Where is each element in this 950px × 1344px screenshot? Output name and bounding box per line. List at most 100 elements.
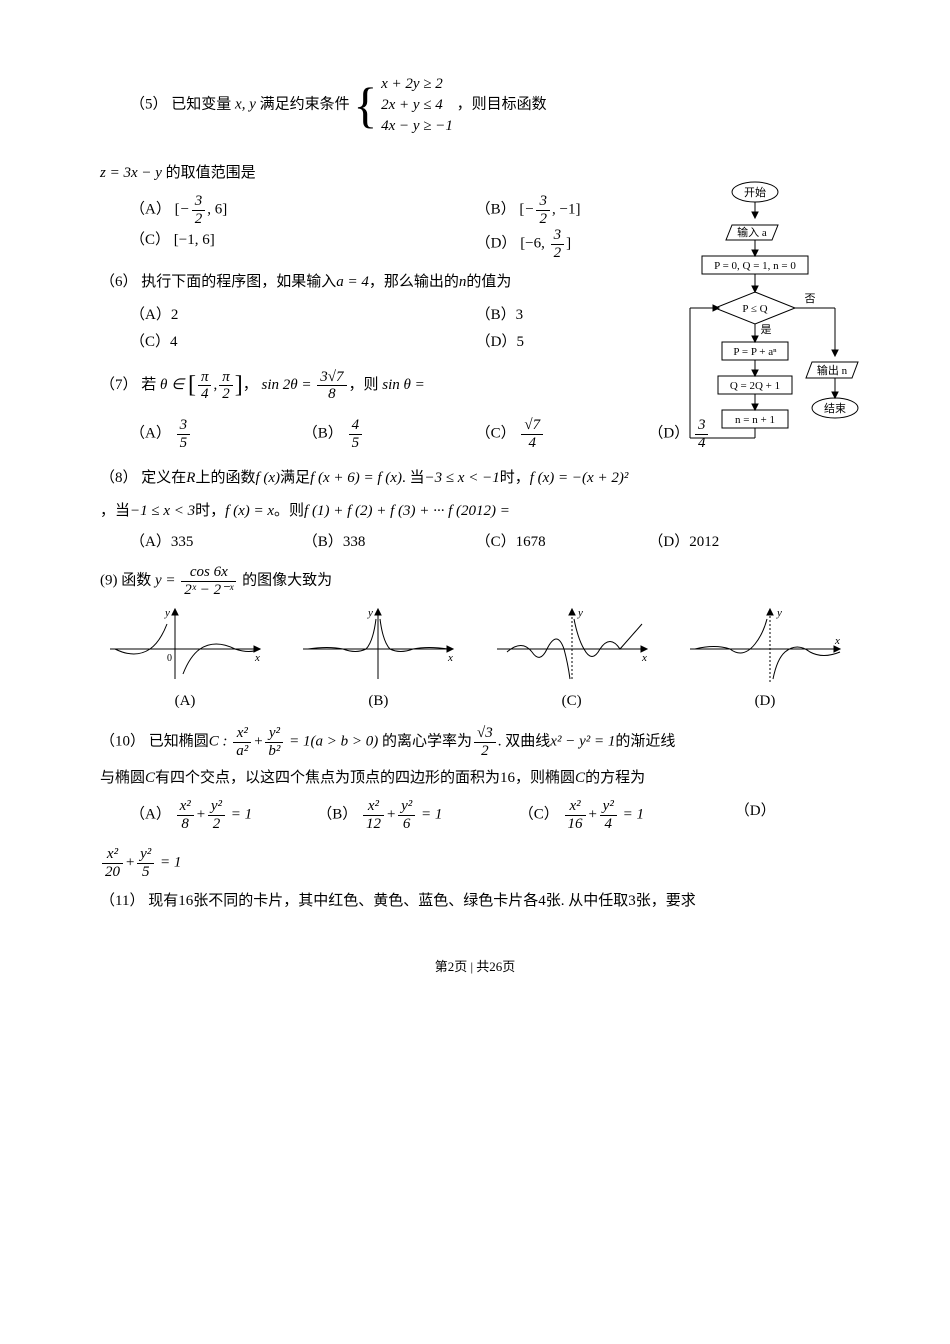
q10-yn: y²: [265, 725, 283, 743]
q5-B-num: 3: [536, 193, 550, 211]
q10-Byd: 6: [398, 816, 415, 833]
q10-Dyd: 5: [137, 864, 154, 881]
q11-label: （11）: [100, 893, 144, 909]
q10-l2c: 的方程为: [585, 770, 645, 786]
q5-C-val: [−1, 6]: [174, 232, 215, 248]
q10-ed: 2: [474, 743, 496, 760]
q11-text: 现有16张不同的卡片，其中红色、黄色、蓝色、绿色卡片各4张. 从中任取3张，要求: [148, 893, 696, 909]
q8-A: （A）335: [130, 529, 303, 556]
q7-A-l: （A）: [130, 426, 171, 442]
flow-cond: P ≤ Q: [742, 303, 767, 315]
q10-C: C :: [209, 734, 228, 750]
q5-stem: （5） 已知变量 x, y 满足约束条件 { x + 2y ≥ 2 2x + y…: [130, 60, 850, 150]
q6-a: a = 4: [336, 274, 369, 290]
q8-D-l: （D）: [648, 534, 689, 550]
q10-label: （10）: [100, 734, 145, 750]
question-10: （10） 已知椭圆C : x²a²+y²b² = 1(a > b > 0) 的离…: [100, 725, 850, 880]
q8-options: （A）335 （B）338 （C）1678 （D）2012: [130, 529, 850, 556]
q5-A-label: （A）: [130, 201, 171, 217]
q10-rp: ): [373, 734, 378, 750]
q5-system: x + 2y ≥ 2 2x + y ≤ 4 4x − y ≥ −1: [381, 74, 453, 137]
q5-line2b: 的取值范围是: [166, 165, 256, 181]
q10-Cyd: 4: [600, 816, 617, 833]
q6-D-v: 5: [516, 334, 524, 350]
q5-label: （5）: [130, 96, 168, 112]
q8-B: （B）338: [303, 529, 476, 556]
q7-Ad: 5: [177, 435, 191, 452]
q10-l2b: 有四个交点，以这四个焦点为顶点的四边形的面积为16，则椭圆: [155, 770, 575, 786]
flow-p: P = P + aⁿ: [733, 346, 777, 358]
q10-Cxd: 16: [565, 816, 586, 833]
q9-graph-B: xy: [293, 604, 463, 684]
q7-label: （7）: [100, 377, 138, 393]
q5-B-label: （B）: [476, 201, 516, 217]
q10-Dxd: 20: [102, 864, 123, 881]
q6-B-v: 3: [516, 307, 524, 323]
q5-D-end: ]: [566, 235, 571, 251]
question-9: (9) 函数 y = cos 6x2ˣ − 2⁻ˣ 的图像大致为 xy0 xy: [100, 564, 850, 715]
q7-sin2: sin 2θ =: [262, 377, 312, 393]
q9-t1: 函数: [121, 573, 151, 589]
q10-hyp: x² − y² = 1: [550, 734, 615, 750]
q10-Bxn: x²: [363, 798, 384, 816]
q5-D-open: [−6,: [520, 235, 548, 251]
q10-Cv: C: [145, 770, 155, 786]
q7-B: （B） 45: [303, 417, 476, 451]
q8-t1: 定义在: [141, 470, 186, 486]
q10-Ayd: 2: [208, 816, 225, 833]
q7-C-l: （C）: [476, 426, 516, 442]
q8-C: （C）1678: [476, 529, 649, 556]
q10-A-l: （A）: [130, 807, 171, 823]
q9-graphs: xy0 xy xy xy: [100, 604, 850, 684]
q7-sin: sin θ =: [382, 377, 425, 393]
q8-A-l: （A）: [130, 534, 171, 550]
q7-mid: ,: [213, 377, 217, 393]
q10-D: x²20+y²5 = 1: [100, 846, 850, 880]
q9-D: (D): [680, 688, 850, 715]
q6-B-l: （B）: [476, 307, 516, 323]
q9-option-labels: (A) (B) (C) (D): [100, 688, 850, 715]
q7-An: 3: [177, 417, 191, 435]
q10-B-l: （B）: [317, 807, 357, 823]
q10-Axn: x²: [177, 798, 194, 816]
q5-A-rest: , 6]: [207, 201, 227, 217]
q10-C-l: （C）: [519, 807, 559, 823]
q9-t2: 的图像大致为: [242, 573, 332, 589]
q7-B-l: （B）: [303, 426, 343, 442]
brace-icon: {: [353, 60, 377, 150]
q10-Cxn: x²: [565, 798, 586, 816]
q6-C-v: 4: [170, 334, 178, 350]
q6-label: （6）: [100, 274, 138, 290]
q5-text1: 已知变量: [171, 96, 231, 112]
q10-xd: a²: [233, 743, 251, 760]
q5-A: （A） [−32, 6]: [130, 193, 476, 227]
q8-B-l: （B）: [303, 534, 343, 550]
q8-t5: 时，: [500, 470, 530, 486]
flow-q: Q = 2Q + 1: [730, 380, 780, 392]
q10-xn: x²: [233, 725, 251, 743]
q7-rb: ]: [235, 372, 243, 398]
q5-B-den: 2: [536, 211, 550, 228]
page-footer: 第2页 | 共26页: [100, 955, 850, 978]
q9-A: (A): [100, 688, 270, 715]
q5-B-neg: −: [524, 201, 534, 217]
q6-A-v: 2: [171, 307, 179, 323]
q10-Cv2: C: [575, 770, 585, 786]
q8-A-v: 335: [171, 534, 194, 550]
q7-d2d: 2: [219, 386, 233, 403]
q7-t1: 若: [141, 377, 156, 393]
svg-text:x: x: [447, 652, 453, 664]
q8-t2: 上的函数: [195, 470, 255, 486]
q7-d1n: π: [198, 369, 212, 387]
q8-t4: . 当: [402, 470, 425, 486]
q8-label: （8）: [100, 470, 138, 486]
q9-B: (B): [293, 688, 463, 715]
q7-t3: ，则: [349, 377, 379, 393]
q7-Cn: √7: [521, 417, 543, 435]
q5-text2: 满足约束条件: [260, 96, 350, 112]
q5-D-den: 2: [551, 245, 565, 262]
q5-C: （C） [−1, 6]: [130, 227, 476, 261]
svg-text:0: 0: [167, 653, 172, 664]
flow-yes: 是: [761, 323, 772, 336]
q10-plus: +: [253, 734, 263, 750]
